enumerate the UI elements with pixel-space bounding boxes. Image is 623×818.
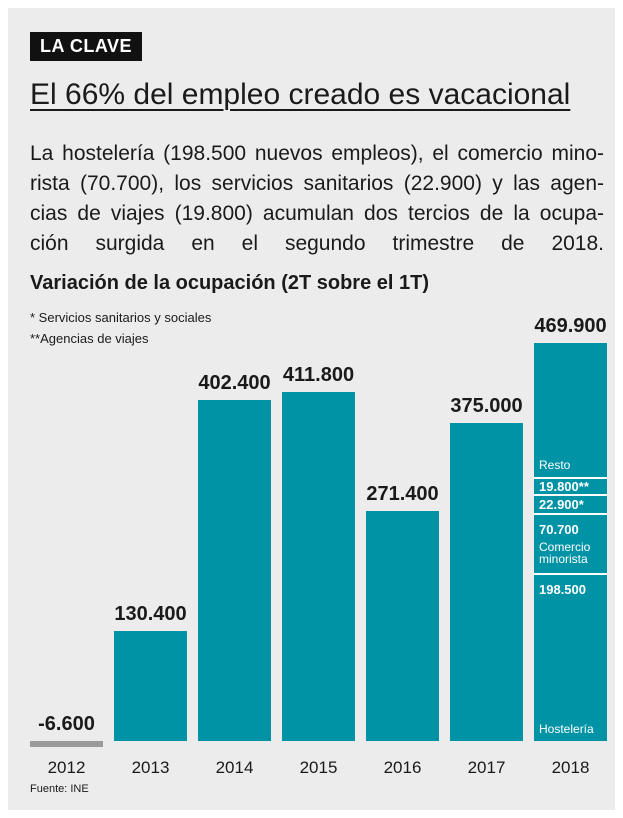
source: Fuente: INE: [30, 783, 89, 795]
x-tick-label: 2016: [383, 758, 422, 777]
x-tick-label: 2017: [467, 758, 506, 777]
segment-value-label: 198.500: [539, 581, 586, 597]
bar-segment: 198.500 Hostelería: [534, 572, 607, 741]
bar-segment: 22.900*: [534, 493, 607, 513]
footnote: * Servicios sanitarios y sociales: [30, 310, 212, 325]
tag: LA CLAVE: [30, 32, 142, 61]
segment-value-label: 22.900*: [539, 497, 584, 513]
segment-label: Hostelería: [539, 721, 594, 736]
paragraph-line: cias de viajes (19.800) acumulan dos ter…: [30, 202, 604, 225]
chart-title: Variación de la ocupación (2T sobre el 1…: [30, 272, 430, 294]
paragraph-line: ción surgida en el segundo trimestre de …: [30, 232, 604, 255]
x-tick-label: 2014: [215, 758, 254, 777]
bar: [450, 423, 523, 741]
bar-segment: 19.800**: [534, 476, 607, 495]
bar: 198.500 Hostelería 70.700 Comercio minorist…: [534, 343, 607, 741]
segment-label: Resto: [539, 457, 571, 472]
paragraph-line: La hostelería (198.500 nuevos empleos), …: [30, 142, 604, 165]
footnote: **Agencias de viajes: [30, 331, 149, 346]
bar-segment: 70.700 Comercio minorista: [534, 512, 607, 573]
headline: El 66% del empleo creado es vacacional: [30, 78, 571, 111]
segment-value-label: 19.800**: [539, 479, 589, 495]
segment-label: Comercio minorista: [539, 539, 591, 566]
segment-value-label: 70.700: [539, 521, 579, 537]
value-label: 411.800: [282, 364, 355, 387]
value-label: 469.900: [534, 315, 607, 337]
value-label: 375.000: [450, 395, 523, 418]
x-tick-label: 2012: [47, 758, 86, 777]
value-label: 402.400: [198, 372, 271, 395]
bar: [198, 400, 271, 741]
x-tick-label: 2015: [299, 758, 338, 777]
bar-segment: Resto: [534, 343, 607, 477]
x-tick-label: 2018: [551, 758, 590, 777]
bar: [30, 741, 103, 747]
value-label: 130.400: [114, 602, 187, 625]
value-label: 271.400: [366, 483, 439, 506]
bar: [282, 392, 355, 741]
bar: [114, 630, 187, 741]
bar: [366, 511, 439, 741]
paragraph-line: rista (70.700), los servicios sanitarios…: [30, 172, 604, 195]
panel: LA CLAVE El 66% del empleo creado es vac…: [8, 8, 615, 810]
value-label: -6.600: [38, 713, 95, 735]
x-tick-label: 2013: [131, 758, 170, 777]
